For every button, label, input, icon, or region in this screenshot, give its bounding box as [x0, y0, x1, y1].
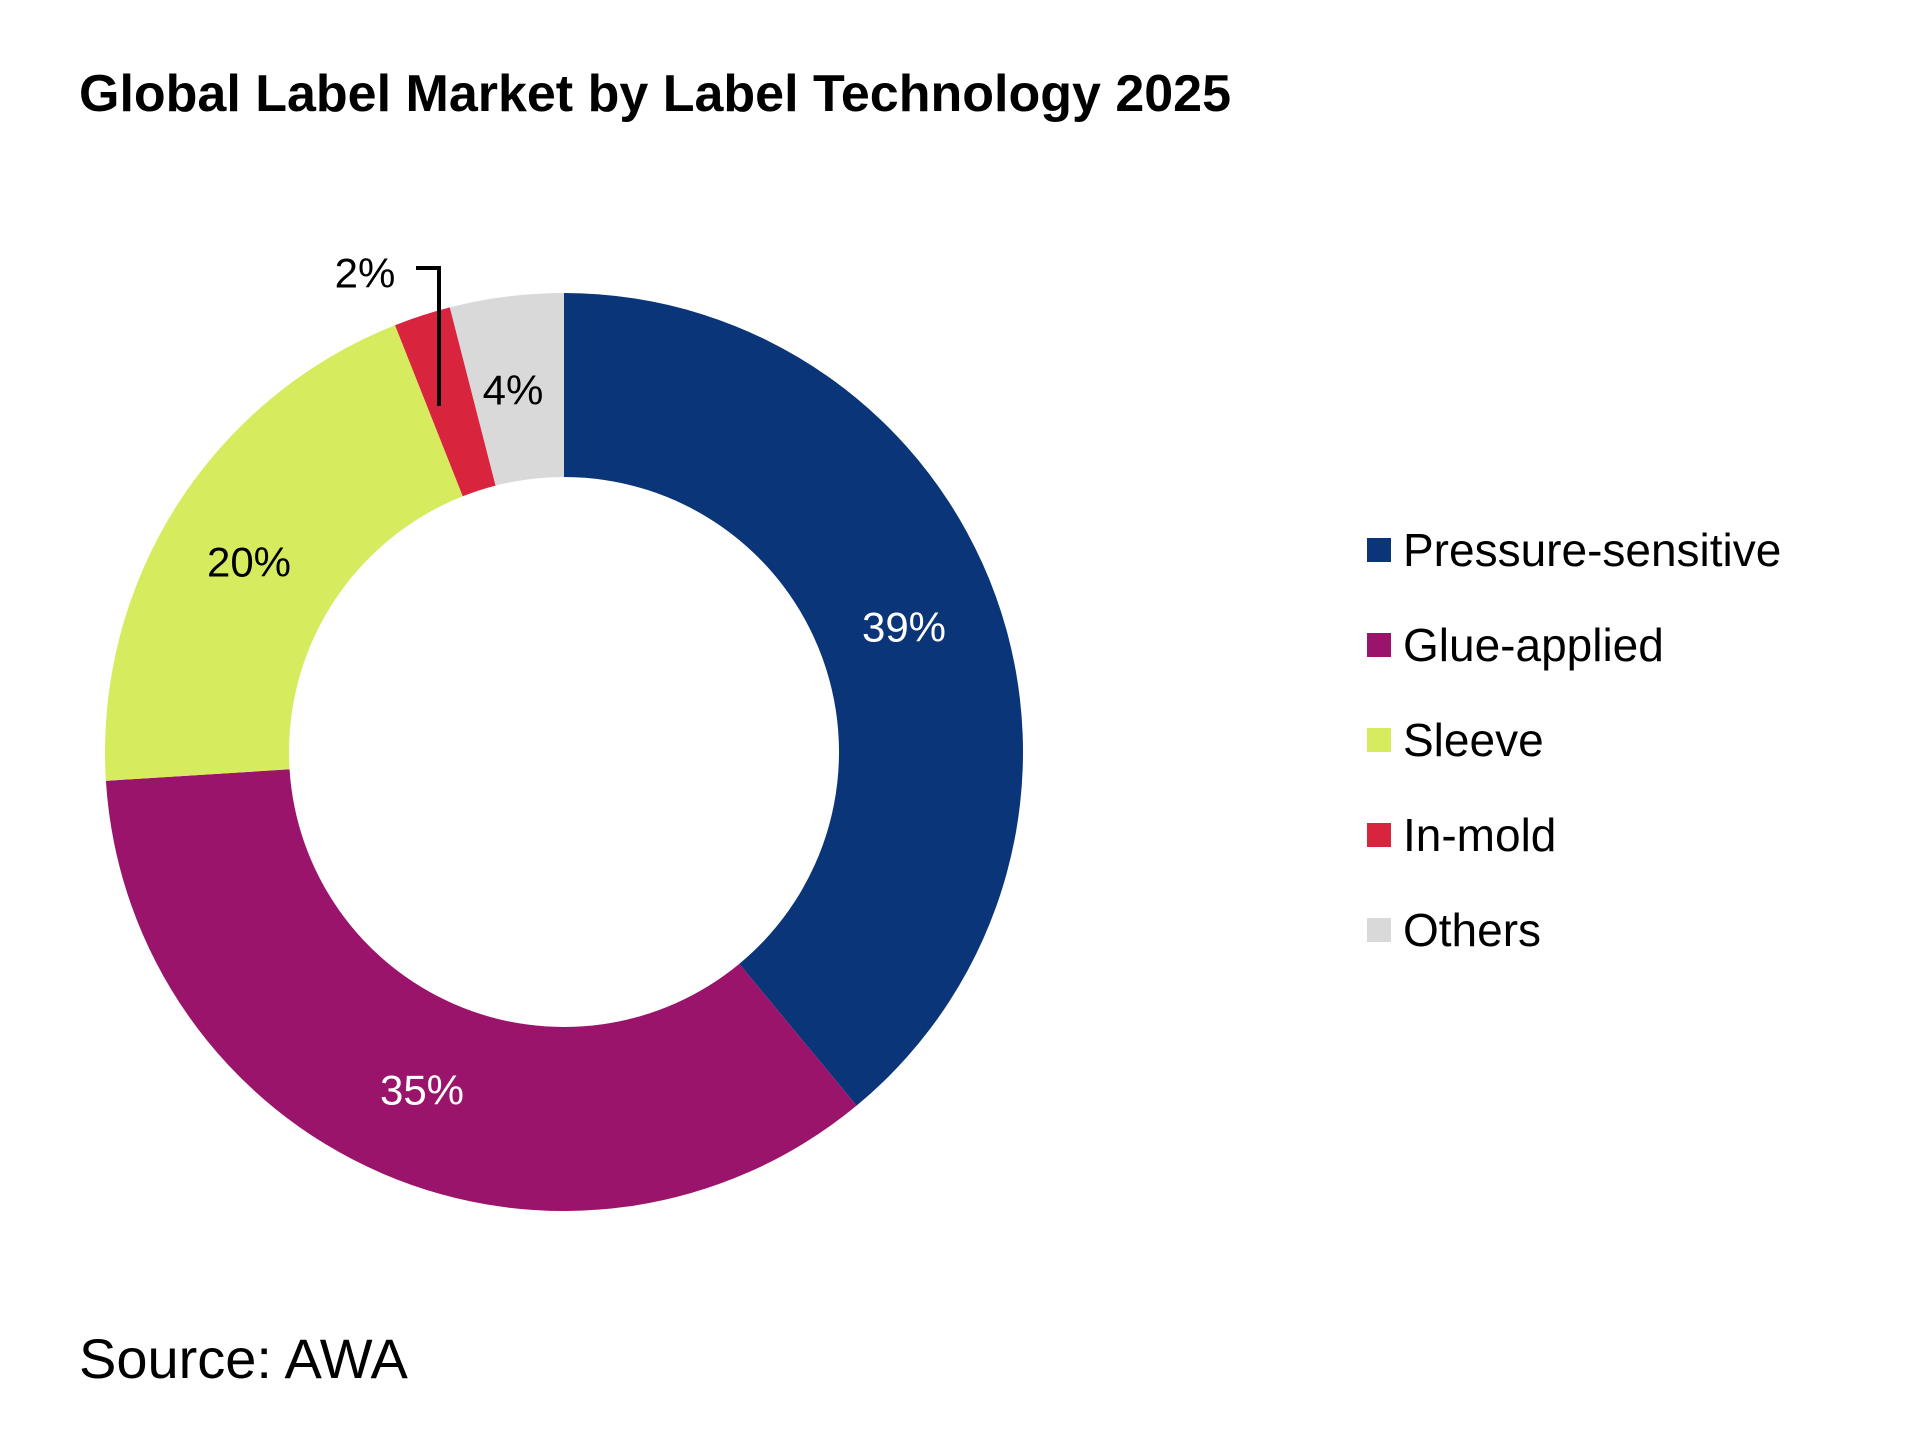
legend-item: Others [1367, 900, 1541, 960]
leader-line [416, 266, 441, 406]
legend-label: Sleeve [1403, 714, 1544, 766]
legend-item: In-mold [1367, 805, 1556, 865]
slice-others [449, 293, 564, 486]
legend-label: Pressure-sensitive [1403, 524, 1782, 576]
source-note: Source: AWA [79, 1327, 408, 1390]
legend-item: Glue-applied [1367, 615, 1664, 675]
legend-item: Sleeve [1367, 710, 1544, 770]
legend-swatch [1367, 918, 1391, 942]
legend-item: Pressure-sensitive [1367, 520, 1781, 580]
slice-glue-applied [105, 769, 857, 1212]
legend-swatch [1367, 823, 1391, 847]
legend-label: Others [1403, 904, 1542, 956]
slice-sleeve [104, 325, 463, 781]
slice-in-mold [395, 307, 496, 497]
data-label: 35% [380, 1067, 464, 1114]
legend-swatch [1367, 538, 1391, 562]
data-label: 20% [207, 539, 291, 586]
data-label: 39% [862, 604, 946, 651]
legend-label: Glue-applied [1403, 619, 1664, 671]
data-label: 2% [335, 250, 396, 297]
legend-label: In-mold [1403, 809, 1557, 861]
legend-swatch [1367, 633, 1391, 657]
slice-pressure-sensitive [564, 293, 1023, 1106]
legend-swatch [1367, 728, 1391, 752]
data-label: 4% [483, 367, 544, 414]
chart-title: Global Label Market by Label Technology … [79, 65, 1232, 123]
